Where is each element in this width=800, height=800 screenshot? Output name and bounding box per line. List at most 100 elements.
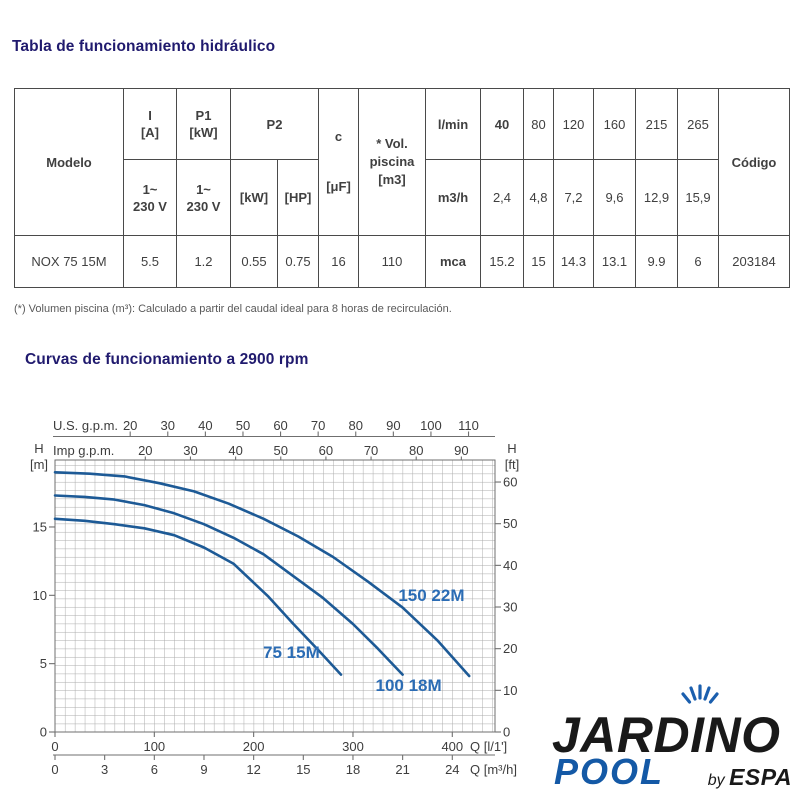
chart-grid bbox=[55, 460, 495, 732]
q-m3h-tick-label: 18 bbox=[346, 762, 360, 777]
us-gpm-tick-label: 100 bbox=[420, 418, 442, 433]
byline-espa-text: ESPA bbox=[729, 764, 792, 790]
flow-m3h-value: 9,6 bbox=[593, 159, 636, 236]
table-section-title: Tabla de funcionamiento hidráulico bbox=[12, 38, 276, 55]
h-ft-tick-label: 60 bbox=[503, 475, 517, 490]
h-ft-tick-label: 40 bbox=[503, 558, 517, 573]
flow-lmin-value: 40 bbox=[480, 88, 524, 160]
col-header-codigo: Código bbox=[718, 88, 790, 236]
q-lmin-axis-title: Q [l/1'] bbox=[470, 739, 507, 754]
left-axis-unit: [m] bbox=[30, 457, 48, 472]
mca-value: 6 bbox=[677, 235, 719, 288]
h-ft-tick-label: 20 bbox=[503, 641, 517, 656]
mca-value: 15 bbox=[523, 235, 554, 288]
p2-hp-value: 0.75 bbox=[277, 235, 319, 288]
us-gpm-tick-label: 60 bbox=[273, 418, 287, 433]
codigo-value: 203184 bbox=[718, 235, 790, 288]
mca-value: 14.3 bbox=[553, 235, 594, 288]
h-ft-tick-label: 0 bbox=[503, 725, 510, 740]
curve-label-s75: 75 15M bbox=[263, 643, 320, 662]
jardino-pool-logo: JARDINO POOL by ESPA bbox=[550, 684, 794, 796]
q-m3h-axis-title: Q [m³/h] bbox=[470, 762, 517, 777]
pump-curve-s100 bbox=[53, 494, 404, 676]
right-axis-unit: [ft] bbox=[505, 457, 519, 472]
q-lmin-tick-label: 300 bbox=[342, 739, 364, 754]
p2-kw-unit: [kW] bbox=[230, 159, 278, 236]
us-gpm-axis-title: U.S. g.p.m. bbox=[53, 418, 118, 433]
pump-curve-s75 bbox=[53, 517, 343, 676]
q-m3h-tick-label: 6 bbox=[151, 762, 158, 777]
us-gpm-tick-label: 70 bbox=[311, 418, 325, 433]
col-header-p1: P1 [kW] bbox=[176, 88, 231, 160]
byline-by-text: by bbox=[707, 772, 725, 789]
us-gpm-tick-label: 50 bbox=[236, 418, 250, 433]
capacitor-value: 16 bbox=[318, 235, 359, 288]
imp-gpm-tick-label: 50 bbox=[274, 443, 288, 458]
flow-lmin-value: 215 bbox=[635, 88, 678, 160]
flow-lmin-value: 80 bbox=[523, 88, 554, 160]
brand-wordmark: JARDINO bbox=[552, 707, 781, 763]
q-lmin-tick-label: 200 bbox=[243, 739, 265, 754]
h-ft-tick-label: 50 bbox=[503, 516, 517, 531]
flow-m3h-value: 15,9 bbox=[677, 159, 719, 236]
chart-plot-border bbox=[54, 459, 496, 733]
mca-value: 15.2 bbox=[480, 235, 524, 288]
flow-m3h-value: 12,9 bbox=[635, 159, 678, 236]
flow-lmin-value: 160 bbox=[593, 88, 636, 160]
col-header-current: I [A] bbox=[123, 88, 177, 160]
q-m3h-tick-label: 15 bbox=[296, 762, 310, 777]
q-lmin-tick-label: 400 bbox=[441, 739, 463, 754]
us-gpm-tick-label: 90 bbox=[386, 418, 400, 433]
flow-m3h-value: 7,2 bbox=[553, 159, 594, 236]
row-header-lmin: l/min bbox=[425, 88, 481, 160]
curve-label-s150: 150 22M bbox=[398, 586, 464, 605]
imp-gpm-tick-label: 40 bbox=[228, 443, 242, 458]
p1-value: 1.2 bbox=[176, 235, 231, 288]
water-spray-icon bbox=[681, 684, 719, 704]
imp-gpm-tick-label: 90 bbox=[454, 443, 468, 458]
model-name-cell: NOX 75 15M bbox=[14, 235, 124, 288]
current-value: 5.5 bbox=[123, 235, 177, 288]
h-m-tick-label: 10 bbox=[33, 588, 47, 603]
q-m3h-tick-label: 0 bbox=[51, 762, 58, 777]
imp-gpm-tick-label: 20 bbox=[138, 443, 152, 458]
col-header-p2: P2 bbox=[230, 88, 319, 160]
pump-curve-s150 bbox=[53, 471, 471, 678]
us-gpm-tick-label: 20 bbox=[123, 418, 137, 433]
q-m3h-tick-label: 9 bbox=[200, 762, 207, 777]
q-lmin-tick-label: 0 bbox=[51, 739, 58, 754]
h-m-tick-label: 5 bbox=[40, 656, 47, 671]
imp-gpm-tick-label: 80 bbox=[409, 443, 423, 458]
h-m-tick-label: 15 bbox=[33, 519, 47, 534]
q-lmin-tick-label: 100 bbox=[143, 739, 165, 754]
flow-m3h-value: 2,4 bbox=[480, 159, 524, 236]
h-ft-tick-label: 10 bbox=[503, 683, 517, 698]
us-gpm-tick-label: 40 bbox=[198, 418, 212, 433]
pool-volume-footnote: (*) Volumen piscina (m³): Calculado a pa… bbox=[14, 303, 452, 315]
flow-lmin-value: 265 bbox=[677, 88, 719, 160]
curves-section-title: Curvas de funcionamiento a 2900 rpm bbox=[25, 351, 309, 368]
imp-gpm-tick-label: 60 bbox=[319, 443, 333, 458]
flow-m3h-value: 4,8 bbox=[523, 159, 554, 236]
row-header-m3h: m3/h bbox=[425, 159, 481, 236]
imp-gpm-tick-label: 70 bbox=[364, 443, 378, 458]
imp-gpm-tick-label: 30 bbox=[183, 443, 197, 458]
col-header-modelo: Modelo bbox=[14, 88, 124, 236]
h-m-tick-label: 0 bbox=[40, 725, 47, 740]
mca-value: 13.1 bbox=[593, 235, 636, 288]
p2-hp-unit: [HP] bbox=[277, 159, 319, 236]
flow-lmin-value: 120 bbox=[553, 88, 594, 160]
table-row: NOX 75 15M 5.5 1.2 0.55 0.75 16 110 mca … bbox=[14, 235, 790, 288]
pool-volume-value: 110 bbox=[358, 235, 426, 288]
left-axis-title: H bbox=[34, 441, 43, 456]
col-header-pool-volume: * Vol. piscina [m3] bbox=[358, 88, 426, 236]
mca-value: 9.9 bbox=[635, 235, 678, 288]
us-gpm-tick-label: 30 bbox=[161, 418, 175, 433]
q-m3h-tick-label: 3 bbox=[101, 762, 108, 777]
sub-brand-wordmark: POOL bbox=[554, 751, 665, 792]
imp-gpm-axis-title: Imp g.p.m. bbox=[53, 443, 114, 458]
q-m3h-tick-label: 12 bbox=[246, 762, 260, 777]
voltage-cell: 1~ 230 V bbox=[123, 159, 177, 236]
p2-kw-value: 0.55 bbox=[230, 235, 278, 288]
